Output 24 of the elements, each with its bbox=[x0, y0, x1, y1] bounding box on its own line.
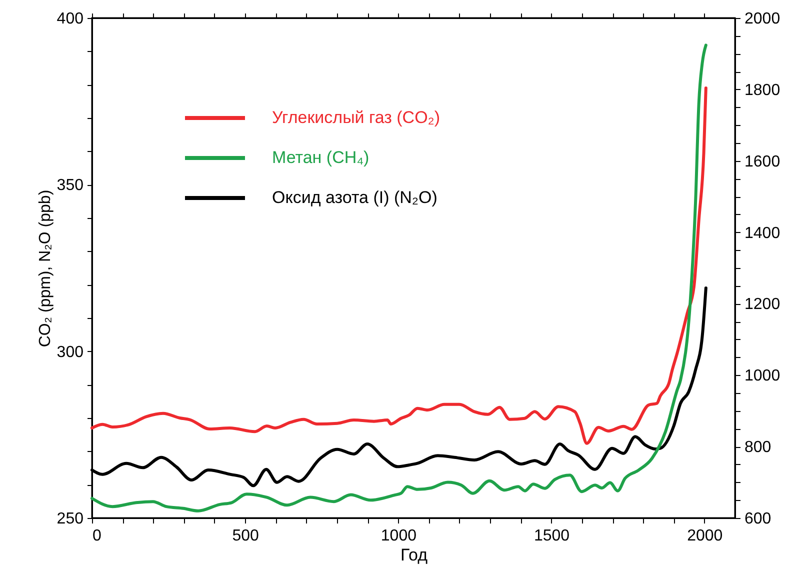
y2-tick-label: 2000 bbox=[744, 10, 780, 28]
y-tick-label: 400 bbox=[56, 10, 84, 28]
y2-tick-label: 1600 bbox=[744, 153, 780, 170]
x-tick-label: 500 bbox=[232, 528, 260, 544]
x-axis-title: Год bbox=[400, 546, 428, 564]
legend-label: Метан (CH₄) bbox=[272, 148, 370, 167]
x-tick-label: 2000 bbox=[687, 528, 723, 544]
legend-label: Оксид азота (I) (N₂O) bbox=[272, 188, 438, 207]
x-tick-label: 0 bbox=[92, 528, 102, 544]
y2-tick-label: 1800 bbox=[744, 82, 780, 99]
y-tick-label: 350 bbox=[56, 177, 84, 194]
line-series bbox=[90, 44, 708, 512]
y2-tick-label: 800 bbox=[744, 439, 772, 456]
line-series bbox=[90, 86, 708, 445]
x-tick-label: 1500 bbox=[534, 528, 570, 544]
y-axis-title: CO₂ (ppm), N₂O (ppb) bbox=[36, 190, 54, 348]
y2-tick-label: 1400 bbox=[744, 224, 780, 242]
legend-label: Углекислый газ (CO₂) bbox=[272, 108, 440, 127]
x-tick-label: 1000 bbox=[380, 528, 417, 544]
y2-tick-label: 1200 bbox=[744, 296, 780, 314]
y-tick-label: 250 bbox=[56, 510, 84, 528]
y2-tick-label: 1000 bbox=[744, 368, 780, 385]
y2-tick-label: 600 bbox=[744, 510, 772, 528]
y-tick-label: 300 bbox=[56, 344, 84, 361]
